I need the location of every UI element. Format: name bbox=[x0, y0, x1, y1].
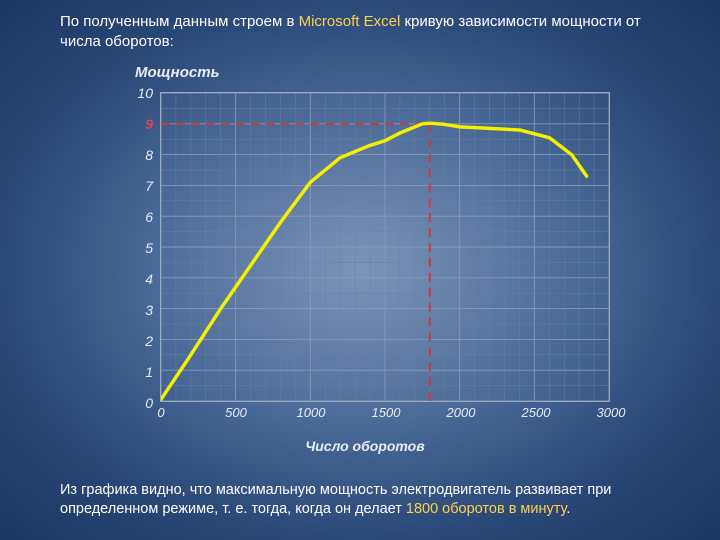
y-tick-label: 1 bbox=[145, 364, 153, 380]
y-tick-label: 2 bbox=[145, 333, 153, 349]
x-tick-label: 1000 bbox=[297, 405, 326, 420]
excel-label: Microsoft Excel bbox=[299, 13, 401, 30]
x-tick-label: 500 bbox=[225, 405, 247, 420]
y-tick-label: 10 bbox=[137, 85, 153, 101]
conclusion-paragraph: Из графика видно, что максимальную мощно… bbox=[60, 481, 680, 520]
y-tick-label: 8 bbox=[145, 147, 153, 163]
power-chart: Мощность 0123456781090500100015002000250… bbox=[105, 70, 625, 450]
conclusion-after: . bbox=[566, 501, 570, 517]
y-tick-label: 4 bbox=[145, 271, 153, 287]
x-tick-label: 3000 bbox=[597, 405, 626, 420]
x-tick-label: 2000 bbox=[447, 405, 476, 420]
y-tick-label: 7 bbox=[145, 178, 153, 194]
x-tick-label: 2500 bbox=[522, 405, 551, 420]
y-axis-title: Мощность bbox=[135, 64, 220, 81]
y-tick-label: 3 bbox=[145, 302, 153, 318]
x-tick-label: 1500 bbox=[372, 405, 401, 420]
x-tick-label: 0 bbox=[157, 405, 164, 420]
y-tick-label: 6 bbox=[145, 209, 153, 225]
conclusion-value: 1800 оборотов в минуту bbox=[406, 501, 566, 517]
plot-area: 012345678109050010001500200025003000 bbox=[160, 92, 610, 402]
series-layer bbox=[161, 93, 609, 401]
slide: По полученным данным строем в Microsoft … bbox=[0, 0, 720, 540]
intro-paragraph: По полученным данным строем в Microsoft … bbox=[60, 12, 680, 53]
intro-text-before: По полученным данным строем в bbox=[60, 13, 299, 30]
y-ref-label: 9 bbox=[145, 116, 153, 132]
y-tick-label: 0 bbox=[145, 395, 153, 411]
y-tick-label: 5 bbox=[145, 240, 153, 256]
x-axis-title: Число оборотов bbox=[105, 438, 625, 454]
